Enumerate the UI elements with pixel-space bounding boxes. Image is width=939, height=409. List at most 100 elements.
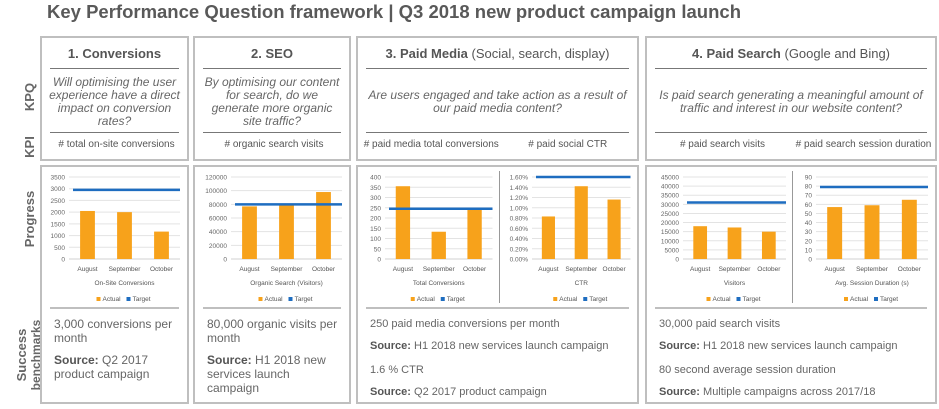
y-tick-label: 1000 <box>51 233 66 240</box>
page-title: Key Performance Question framework | Q3 … <box>47 1 741 22</box>
divider <box>498 171 500 303</box>
legend-swatch-target <box>582 297 587 301</box>
y-tick-label: 15000 <box>661 229 679 236</box>
source-text: Q2 2017 product campaign <box>54 353 150 381</box>
kpi-label: # paid search visits <box>679 139 766 150</box>
y-tick-label: 50 <box>374 246 382 253</box>
x-tick-label: October <box>898 266 922 273</box>
y-tick-label: 0 <box>675 257 679 264</box>
heading-rest: (Google and Bing) <box>780 46 890 61</box>
bar-actual <box>242 206 257 259</box>
x-axis-title: On-Site Conversions <box>95 280 156 287</box>
source-label: Source: <box>370 340 411 352</box>
y-tick-label: 10 <box>805 247 813 254</box>
legend-swatch-actual <box>258 297 263 301</box>
source-text: H1 2018 new services launch campaign <box>414 340 609 352</box>
benchmark-source: Source: H1 2018 new services launch camp… <box>370 339 629 353</box>
y-tick-label: 40000 <box>209 229 227 236</box>
y-tick-label: 0 <box>223 257 227 264</box>
legend-label-actual: Actual <box>713 296 732 303</box>
source-text: H1 2018 new services launch campaign <box>703 340 898 352</box>
legend-swatch-target <box>288 297 293 301</box>
success-benchmarks: 30,000 paid search visits Source: H1 201… <box>659 317 927 409</box>
bar-actual <box>154 231 169 259</box>
row-label-kpq: KPQ <box>22 82 37 112</box>
benchmark-text: 3,000 conversions per month <box>54 317 173 345</box>
bar-actual <box>279 204 294 259</box>
success-benchmarks: 3,000 conversions per month Source: Q2 2… <box>54 317 179 389</box>
column-2-top: 2. SEO By optimising our content for sea… <box>193 36 351 161</box>
y-tick-label: 0 <box>61 257 65 264</box>
divider <box>655 132 927 133</box>
y-tick-label: 70 <box>805 193 813 200</box>
y-tick-label: 40000 <box>661 184 679 191</box>
y-tick-label: 20000 <box>661 220 679 227</box>
x-tick-label: October <box>150 266 174 273</box>
legend-swatch-actual <box>844 297 848 301</box>
x-tick-label: October <box>312 266 336 273</box>
column-4-bottom: 0 5000 10000 15000 20000 25000 30000 35000 40000… <box>645 165 937 404</box>
source-label: Source: <box>207 353 252 367</box>
y-tick-label: 3500 <box>51 175 66 182</box>
y-tick-label: 0.60% <box>509 226 528 233</box>
divider <box>50 307 179 309</box>
x-tick-label: August <box>825 266 845 273</box>
benchmark-source: Source: H1 2018 new services launch camp… <box>659 339 927 353</box>
bar-actual <box>864 205 880 259</box>
kpq-question: Will optimising the user experience have… <box>49 75 180 128</box>
x-tick-label: October <box>602 266 626 273</box>
legend-label-actual: Actual <box>265 296 284 303</box>
y-tick-label: 1.00% <box>509 205 528 212</box>
x-axis-title: CTR <box>574 280 588 287</box>
benchmark-source: Source: H1 2018 new services launch camp… <box>207 353 341 395</box>
column-heading: 2. SEO <box>203 46 341 69</box>
y-tick-label: 90 <box>805 175 813 182</box>
benchmark-source: Source: Q2 2017 product campaign <box>370 385 629 399</box>
x-tick-label: September <box>271 266 304 273</box>
y-tick-label: 1.60% <box>509 175 528 182</box>
legend-swatch-actual <box>96 297 101 301</box>
kpi-label: # paid media total conversions <box>363 139 499 150</box>
bar-actual <box>574 186 588 259</box>
heading-bold: 4. Paid Search <box>691 46 781 61</box>
benchmark-text: 80 second average session duration <box>659 364 836 376</box>
benchmark-text: 80,000 organic visits per month <box>207 317 338 345</box>
divider <box>203 132 341 133</box>
legend-label-target: Target <box>133 296 151 303</box>
legend-swatch-actual <box>552 297 557 301</box>
chart-3: 0 50 100 150 200 250 300 350 400 August September O… <box>370 175 493 303</box>
y-tick-label: 150 <box>370 226 381 233</box>
y-tick-label: 100 <box>370 236 381 243</box>
y-tick-label: 45000 <box>661 175 679 182</box>
y-tick-label: 0.40% <box>509 236 528 243</box>
y-tick-label: 5000 <box>665 247 680 254</box>
column-1-bottom: 0 500 1000 1500 2000 2500 3000 3500 August Septem… <box>40 165 189 404</box>
bar-actual <box>316 192 331 259</box>
x-axis-title: Organic Search (Visitors) <box>250 280 323 287</box>
bar-actual <box>431 231 446 259</box>
kpq-question: Are users engaged and take action as a r… <box>368 88 627 115</box>
y-tick-label: 2000 <box>51 210 66 217</box>
bar-actual <box>541 216 555 259</box>
chart-2: 0 20000 40000 60000 80000 100000 120000 August S… <box>205 175 342 303</box>
divider <box>792 171 793 303</box>
legend-label-actual: Actual <box>103 296 122 303</box>
source-text: Multiple campaigns across 2017/18 <box>703 386 876 398</box>
kpi-label: # paid search session duration <box>795 139 932 150</box>
y-tick-label: 350 <box>370 185 381 192</box>
x-tick-label: August <box>77 266 97 273</box>
divider <box>655 307 927 309</box>
column-2-bottom: 0 20000 40000 60000 80000 100000 120000 August S… <box>193 165 351 404</box>
x-tick-label: October <box>463 266 487 273</box>
chart-4: 0.00% 0.20% 0.40% 0.60% 0.80% 1.00% 1.20% 1.40%… <box>509 175 630 303</box>
source-label: Source: <box>659 340 700 352</box>
column-3-bottom: 0 50 100 150 200 250 300 350 400 August September O… <box>356 165 639 404</box>
kpi-label: # paid social CTR <box>528 139 608 150</box>
heading-bold: 3. Paid Media <box>385 46 468 61</box>
column-1-top: 1. Conversions Will optimising the user … <box>40 36 189 161</box>
bar-actual <box>727 227 742 259</box>
legend-swatch-actual <box>706 297 711 301</box>
y-tick-label: 2500 <box>51 198 66 205</box>
y-tick-label: 0 <box>808 257 812 264</box>
column-4-top: 4. Paid Search (Google and Bing) Is paid… <box>645 36 937 161</box>
